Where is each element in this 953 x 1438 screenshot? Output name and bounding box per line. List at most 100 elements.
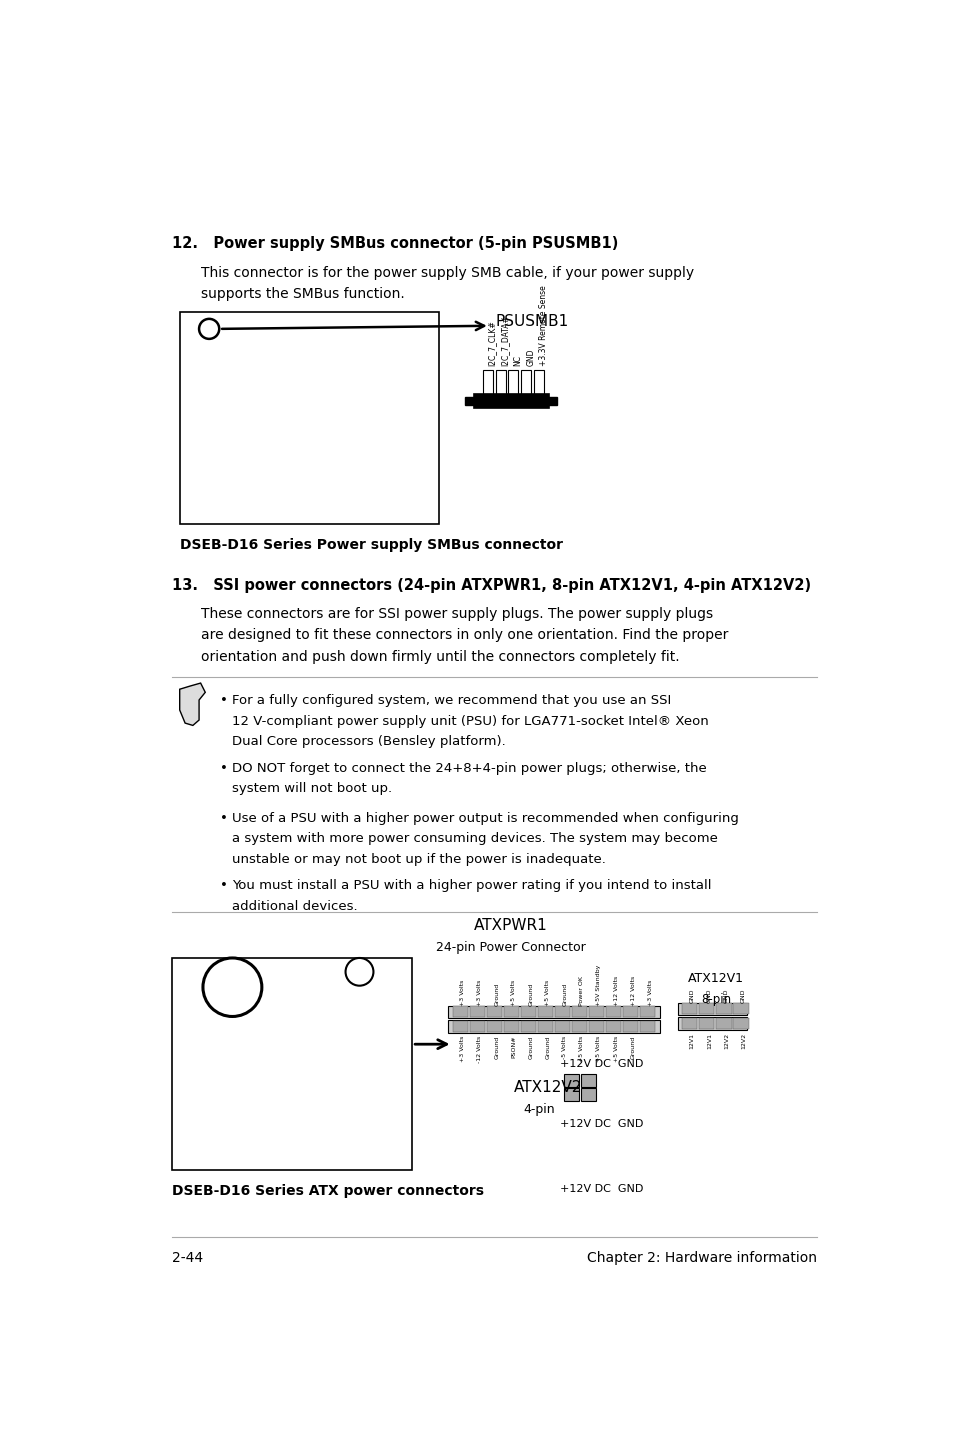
Bar bbox=[193, 1152, 208, 1168]
Bar bbox=[183, 352, 197, 360]
Bar bbox=[677, 1002, 746, 1015]
Bar bbox=[537, 1007, 553, 1017]
Bar bbox=[580, 1089, 596, 1102]
Text: supports the SMBus function.: supports the SMBus function. bbox=[201, 288, 405, 302]
Text: Ground: Ground bbox=[494, 1035, 498, 1058]
Bar bbox=[189, 999, 266, 1004]
Text: 12V1: 12V1 bbox=[706, 1032, 711, 1048]
Bar bbox=[716, 1004, 731, 1014]
Bar bbox=[555, 1007, 569, 1017]
Bar bbox=[503, 1007, 518, 1017]
Bar bbox=[276, 1070, 336, 1132]
Bar bbox=[196, 328, 278, 332]
Text: 12V1: 12V1 bbox=[689, 1032, 694, 1048]
Bar bbox=[196, 354, 278, 358]
Bar bbox=[495, 370, 505, 394]
Text: +5 Volts: +5 Volts bbox=[511, 979, 516, 1005]
Bar bbox=[233, 505, 247, 522]
Bar bbox=[404, 410, 434, 420]
Bar bbox=[733, 1018, 748, 1028]
Text: •: • bbox=[220, 762, 228, 775]
Bar bbox=[385, 495, 419, 519]
Bar bbox=[189, 995, 266, 999]
Bar bbox=[184, 421, 274, 431]
Bar bbox=[404, 383, 434, 393]
Bar bbox=[474, 394, 548, 408]
Bar bbox=[563, 1074, 578, 1087]
Text: +5V Standby: +5V Standby bbox=[596, 965, 600, 1005]
Bar bbox=[537, 1021, 553, 1032]
Text: +12 Volts: +12 Volts bbox=[630, 975, 635, 1005]
Text: 4-pin: 4-pin bbox=[523, 1103, 555, 1116]
Text: •: • bbox=[220, 695, 228, 707]
Text: You must install a PSU with a higher power rating if you intend to install: You must install a PSU with a higher pow… bbox=[233, 880, 711, 893]
Text: PSON#: PSON# bbox=[511, 1035, 516, 1058]
Bar bbox=[196, 324, 278, 328]
Bar bbox=[377, 312, 408, 321]
Bar bbox=[331, 1109, 355, 1140]
Text: 12 V-compliant power supply unit (PSU) for LGA771-socket Intel® Xeon: 12 V-compliant power supply unit (PSU) f… bbox=[233, 715, 708, 728]
Bar bbox=[183, 362, 197, 371]
Bar bbox=[520, 1007, 536, 1017]
Text: +5 Volts: +5 Volts bbox=[578, 1035, 584, 1063]
Text: Ground: Ground bbox=[494, 982, 498, 1005]
Bar bbox=[196, 318, 278, 322]
Bar bbox=[580, 1074, 596, 1087]
Text: -12 Volts: -12 Volts bbox=[476, 1035, 481, 1063]
Bar bbox=[534, 370, 543, 394]
Bar bbox=[189, 989, 266, 994]
Text: a system with more power consuming devices. The system may become: a system with more power consuming devic… bbox=[233, 833, 718, 846]
Bar bbox=[222, 391, 233, 397]
Bar bbox=[555, 1021, 569, 1032]
Text: orientation and push down firmly until the connectors completely fit.: orientation and push down firmly until t… bbox=[201, 650, 679, 664]
Bar bbox=[588, 1007, 603, 1017]
Text: 13.   SSI power connectors (24-pin ATXPWR1, 8-pin ATX12V1, 4-pin ATX12V2): 13. SSI power connectors (24-pin ATXPWR1… bbox=[172, 578, 810, 592]
Bar bbox=[196, 338, 278, 342]
Circle shape bbox=[364, 434, 382, 452]
Bar bbox=[184, 452, 274, 462]
Text: Ground: Ground bbox=[545, 1035, 550, 1058]
Bar bbox=[172, 958, 189, 985]
Text: +3.3V Remote Sense: +3.3V Remote Sense bbox=[538, 285, 547, 365]
Bar bbox=[361, 1109, 386, 1140]
Text: are designed to fit these connectors in only one orientation. Find the proper: are designed to fit these connectors in … bbox=[201, 628, 728, 643]
Bar bbox=[228, 1152, 241, 1168]
Text: Dual Core processors (Bensley platform).: Dual Core processors (Bensley platform). bbox=[233, 735, 506, 748]
Text: NC: NC bbox=[513, 355, 522, 365]
Text: 24-pin Power Connector: 24-pin Power Connector bbox=[436, 940, 585, 953]
Bar bbox=[184, 437, 274, 447]
Text: •: • bbox=[220, 880, 228, 893]
Text: 12.   Power supply SMBus connector (5-pin PSUSMB1): 12. Power supply SMBus connector (5-pin … bbox=[172, 236, 618, 252]
Bar bbox=[563, 1089, 578, 1102]
Bar bbox=[183, 374, 197, 381]
Bar bbox=[677, 1017, 746, 1030]
Bar bbox=[296, 341, 348, 395]
Bar bbox=[350, 968, 369, 975]
Bar bbox=[291, 429, 345, 482]
Text: •: • bbox=[220, 811, 228, 824]
Bar bbox=[189, 965, 266, 969]
Bar bbox=[571, 1021, 586, 1032]
Bar bbox=[189, 975, 266, 979]
Bar bbox=[716, 1018, 731, 1028]
Bar bbox=[189, 985, 266, 989]
Bar bbox=[681, 1018, 697, 1028]
Text: unstable or may not boot up if the power is inadequate.: unstable or may not boot up if the power… bbox=[233, 853, 606, 866]
Bar bbox=[571, 1007, 586, 1017]
Text: GND: GND bbox=[689, 988, 694, 1002]
Bar bbox=[297, 434, 339, 476]
Bar bbox=[196, 348, 278, 352]
Bar bbox=[184, 483, 274, 493]
Text: +5 Volts: +5 Volts bbox=[613, 1035, 618, 1063]
Text: 2-44: 2-44 bbox=[172, 1251, 203, 1264]
Polygon shape bbox=[179, 683, 205, 725]
Bar bbox=[588, 1021, 603, 1032]
Text: +3 Volts: +3 Volts bbox=[459, 1035, 464, 1063]
Bar bbox=[733, 1004, 748, 1014]
Text: DSEB-D16 Series ATX power connectors: DSEB-D16 Series ATX power connectors bbox=[172, 1183, 483, 1198]
Text: +12V DC  GND: +12V DC GND bbox=[559, 1058, 642, 1068]
Text: I2C_7_DATA#: I2C_7_DATA# bbox=[500, 315, 509, 365]
Bar bbox=[211, 1152, 224, 1168]
Bar bbox=[196, 344, 278, 348]
Bar bbox=[199, 505, 213, 522]
